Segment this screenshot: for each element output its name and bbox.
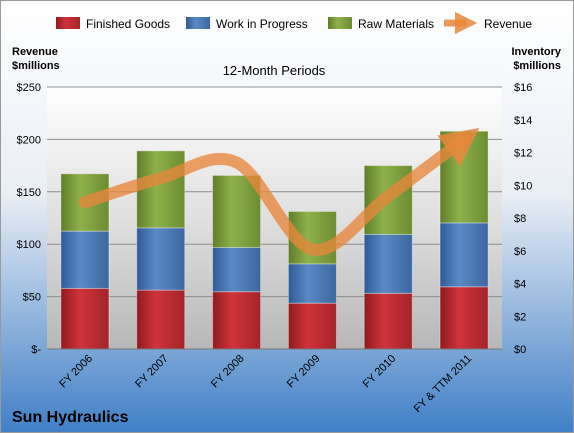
right-axis-label-line1: Inventory	[511, 46, 561, 58]
bar-finished-goods	[363, 292, 413, 350]
legend-label-work-in-progress: Work in Progress	[216, 17, 308, 31]
bar-work-in-progress	[439, 222, 489, 288]
revenue-line	[78, 127, 480, 256]
left-tick-label: $250	[17, 82, 41, 94]
left-axis-label-line2: $millions	[12, 60, 60, 72]
left-tick-label: $50	[23, 292, 41, 304]
bar-work-in-progress	[287, 263, 337, 304]
bar-finished-goods	[212, 291, 262, 350]
gridlines	[47, 86, 502, 298]
right-tick-label: $10	[514, 180, 532, 192]
bar-raw-materials	[136, 150, 186, 229]
legend-swatch-finished-goods	[56, 17, 80, 29]
right-tick-label: $14	[514, 115, 532, 127]
legend-swatch-work-in-progress	[186, 17, 210, 29]
bar-finished-goods	[439, 286, 489, 350]
left-tick-label: $200	[17, 134, 41, 146]
right-tick-label: $6	[514, 246, 526, 258]
left-axis-label-line1: Revenue	[12, 46, 58, 58]
bar-work-in-progress	[136, 227, 186, 291]
legend-swatch-raw-materials	[328, 17, 352, 29]
right-tick-label: $16	[514, 82, 532, 94]
right-tick-label: $4	[514, 279, 526, 291]
revenue-series-line	[78, 127, 480, 256]
right-tick-label: $12	[514, 148, 532, 160]
left-tick-label: $150	[17, 187, 41, 199]
legend-label-raw-materials: Raw Materials	[358, 17, 434, 31]
chart-title: 12-Month Periods	[223, 63, 326, 78]
bar-finished-goods	[136, 289, 186, 350]
right-tick-label: $8	[514, 213, 526, 225]
legend: Finished Goods Work in Progress Raw Mate…	[56, 11, 532, 35]
bar-raw-materials	[212, 174, 262, 248]
right-tick-label: $0	[514, 344, 526, 356]
left-tick-label: $100	[17, 239, 41, 251]
bar-finished-goods	[60, 287, 110, 350]
bar-work-in-progress	[212, 246, 262, 293]
bar-work-in-progress	[60, 230, 110, 289]
right-tick-label: $2	[514, 311, 526, 323]
bar-work-in-progress	[363, 233, 413, 294]
bar-finished-goods	[287, 302, 337, 350]
left-tick-label: $-	[31, 344, 41, 356]
legend-label-revenue: Revenue	[484, 17, 532, 31]
right-axis-ticks: $0 $2 $4 $6 $8 $10 $12 $14 $16	[514, 82, 532, 356]
left-axis-ticks: $- $50 $100 $150 $200 $250	[17, 82, 42, 356]
legend-label-finished-goods: Finished Goods	[86, 17, 170, 31]
company-name: Sun Hydraulics	[12, 409, 129, 426]
right-axis-label-line2: $millions	[513, 60, 561, 72]
